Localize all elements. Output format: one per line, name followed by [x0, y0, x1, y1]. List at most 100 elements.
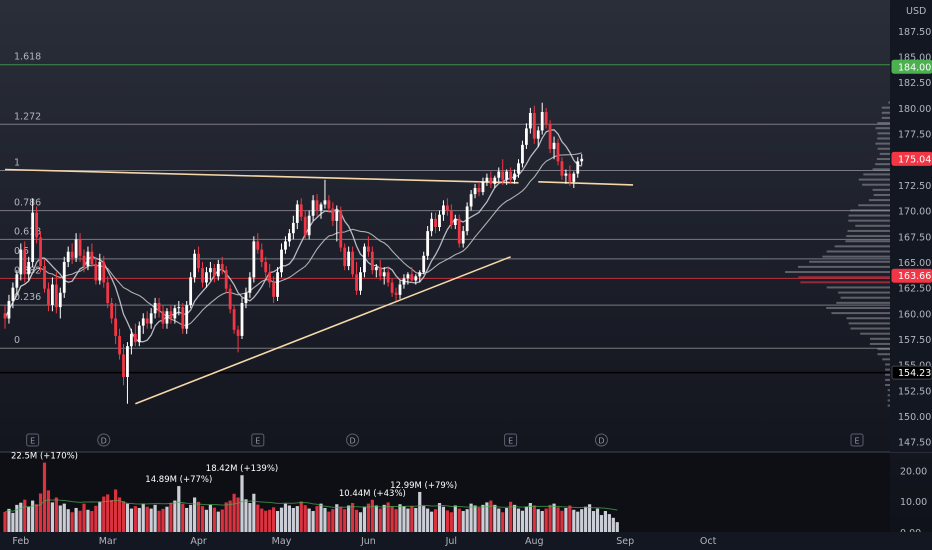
- volume-profile-bar: [797, 265, 890, 268]
- volume-profile-bar: [875, 127, 890, 130]
- volume-profile-bar: [888, 101, 890, 104]
- candle-body: [248, 277, 252, 293]
- volume-bar: [62, 503, 66, 532]
- volume-bar: [311, 511, 315, 532]
- volume-profile-bar: [850, 327, 890, 330]
- candle-body: [315, 200, 319, 211]
- candle-body: [438, 214, 441, 228]
- event-marker-dividend: [594, 433, 608, 447]
- volume-bar: [378, 508, 382, 532]
- volume-profile-bar: [834, 245, 890, 248]
- trendline: [135, 256, 511, 405]
- candle-body: [35, 212, 38, 238]
- fib-level-label: 0.618: [14, 226, 41, 237]
- trendline: [4, 168, 519, 184]
- candle-body: [205, 272, 208, 283]
- candle-body: [39, 237, 42, 267]
- candle-body: [232, 309, 236, 330]
- volume-bar: [220, 509, 224, 532]
- volume-bar: [236, 497, 240, 532]
- volume-bar: [433, 509, 438, 532]
- volume-bar: [185, 507, 189, 532]
- volume-profile-bar: [831, 312, 890, 315]
- volume-bar: [426, 508, 430, 532]
- volume-bar: [406, 508, 410, 532]
- volume-bar: [149, 508, 153, 532]
- volume-bar: [299, 501, 303, 532]
- volume-profile-bar: [881, 111, 890, 114]
- candle-body: [181, 307, 185, 329]
- moving-average-line: [4, 129, 582, 343]
- candle-body: [339, 210, 343, 248]
- volume-bar: [216, 511, 220, 532]
- volume-profile-bar: [868, 199, 890, 202]
- volume-bar: [252, 493, 256, 532]
- volume-profile-bar: [838, 291, 890, 294]
- time-axis-tick: Mar: [99, 536, 117, 547]
- volume-profile-bar: [885, 363, 890, 366]
- event-marker-dividend: [97, 433, 111, 447]
- volume-annotation: 12.99M (+79%): [390, 481, 457, 491]
- candle-body: [284, 241, 287, 250]
- volume-profile: [785, 101, 890, 407]
- candle-body: [240, 303, 244, 336]
- volume-pane: 22.5M (+170%) 14.89M (+77%)18.42M (+139%)…: [0, 451, 932, 532]
- price-axis-tick: 152.50: [898, 386, 931, 397]
- volume-bar: [240, 475, 244, 532]
- volume-bar: [189, 504, 193, 532]
- volume-bar: [165, 506, 169, 532]
- volume-profile-bar: [887, 399, 890, 402]
- volume-profile-bar: [863, 173, 890, 176]
- volume-profile-bar: [785, 271, 890, 274]
- volume-bar: [430, 511, 434, 532]
- price-badge-value: 163.66: [898, 271, 931, 282]
- time-axis-tick: Feb: [12, 536, 29, 547]
- volume-bar: [244, 499, 248, 532]
- candle-body: [102, 261, 106, 283]
- time-axis-tick: Jun: [360, 536, 376, 547]
- volume-bar: [386, 502, 390, 532]
- volume-profile-bar: [885, 373, 890, 376]
- candle-body: [145, 318, 149, 324]
- event-marker-earnings: [26, 433, 40, 447]
- price-axis-tick: 185.00: [898, 53, 931, 64]
- candle-body: [465, 206, 469, 232]
- candle-body: [78, 239, 82, 256]
- volume-profile-bar: [850, 209, 890, 212]
- volume-profile-bar: [840, 296, 890, 299]
- candle-body: [564, 173, 568, 176]
- volume-bar: [145, 506, 149, 532]
- candle-body: [114, 318, 117, 336]
- volume-bar: [275, 511, 280, 532]
- volume-bar: [572, 509, 576, 532]
- volume-bar: [256, 504, 260, 532]
- price-axis-tick: 165.00: [898, 258, 931, 269]
- price-axis-tick: 172.50: [898, 181, 931, 192]
- volume-bar: [615, 522, 619, 532]
- volume-bar: [54, 497, 58, 532]
- candle-body: [244, 292, 248, 304]
- volume-bar: [200, 506, 205, 532]
- volume-profile-bar: [875, 142, 890, 145]
- volume-bar: [212, 507, 216, 532]
- candle-body: [209, 268, 212, 273]
- volume-bar: [540, 511, 544, 532]
- volume-bar: [283, 503, 288, 532]
- volume-bar: [27, 506, 31, 532]
- price-axis-tick: 187.50: [898, 27, 931, 38]
- candle-body: [398, 284, 402, 295]
- price-badge: [891, 151, 932, 166]
- volume-bar: [204, 509, 209, 532]
- candle-body: [513, 173, 516, 180]
- volume-bar: [354, 509, 359, 532]
- volume-bar: [295, 506, 299, 532]
- candle-body: [548, 124, 552, 149]
- volume-bar: [38, 493, 43, 532]
- volume-bar: [141, 503, 145, 532]
- candle-body: [461, 231, 465, 244]
- candle-body: [544, 111, 548, 125]
- candle-body: [7, 300, 11, 319]
- candle-body: [363, 246, 366, 273]
- volume-profile-bar: [836, 301, 890, 304]
